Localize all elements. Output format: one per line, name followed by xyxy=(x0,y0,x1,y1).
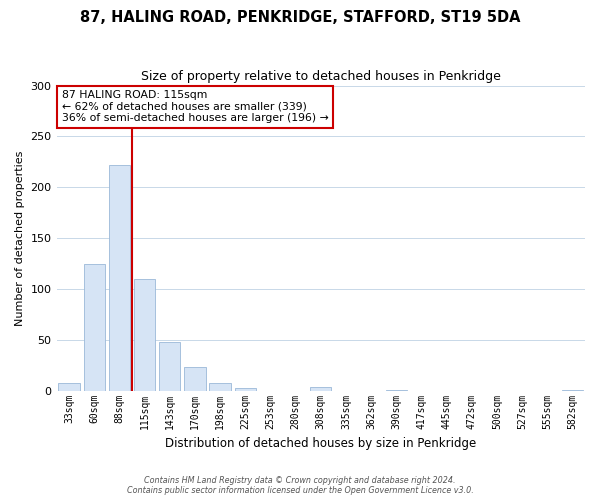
Text: 87, HALING ROAD, PENKRIDGE, STAFFORD, ST19 5DA: 87, HALING ROAD, PENKRIDGE, STAFFORD, ST… xyxy=(80,10,520,25)
Bar xyxy=(310,386,331,390)
Bar xyxy=(184,367,206,390)
Text: 87 HALING ROAD: 115sqm
← 62% of detached houses are smaller (339)
36% of semi-de: 87 HALING ROAD: 115sqm ← 62% of detached… xyxy=(62,90,329,124)
Bar xyxy=(235,388,256,390)
Bar xyxy=(83,264,105,390)
Bar xyxy=(159,342,181,390)
Bar xyxy=(109,165,130,390)
X-axis label: Distribution of detached houses by size in Penkridge: Distribution of detached houses by size … xyxy=(165,437,476,450)
Bar xyxy=(58,382,80,390)
Y-axis label: Number of detached properties: Number of detached properties xyxy=(15,150,25,326)
Bar xyxy=(209,382,231,390)
Bar xyxy=(134,279,155,390)
Text: Contains HM Land Registry data © Crown copyright and database right 2024.
Contai: Contains HM Land Registry data © Crown c… xyxy=(127,476,473,495)
Title: Size of property relative to detached houses in Penkridge: Size of property relative to detached ho… xyxy=(141,70,501,83)
